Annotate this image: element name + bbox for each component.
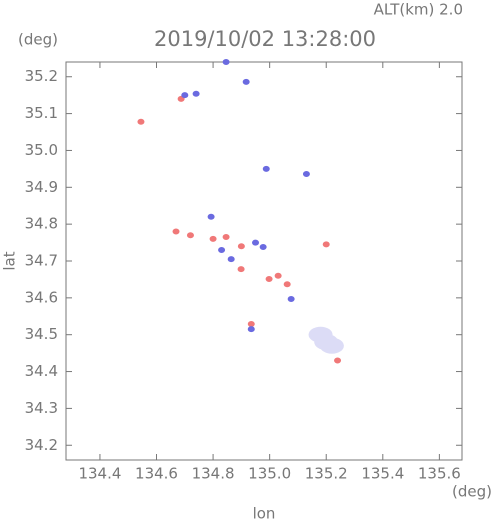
echo-point xyxy=(137,118,145,125)
echo-point xyxy=(242,78,250,85)
echo-point xyxy=(287,295,295,302)
echo-point xyxy=(237,266,245,273)
y-tick-label: 35.1 xyxy=(25,104,58,122)
x-tick-label: 135.2 xyxy=(305,465,348,483)
y-tick-label: 34.9 xyxy=(25,178,58,196)
echo-point xyxy=(252,239,260,246)
y-tick-label: 34.3 xyxy=(25,399,58,417)
echo-point xyxy=(262,165,270,172)
y-tick-label: 34.7 xyxy=(25,252,58,270)
x-axis-label: lon xyxy=(253,505,276,521)
echo-point xyxy=(319,337,344,354)
x-tick-label: 135.4 xyxy=(361,465,404,483)
x-tick-label: 134.6 xyxy=(135,465,178,483)
echo-point xyxy=(227,256,235,263)
echo-point xyxy=(247,326,255,333)
echo-point xyxy=(222,234,230,241)
y-tick-label: 34.8 xyxy=(25,215,58,233)
echo-point xyxy=(172,228,180,235)
echo-point xyxy=(283,281,291,288)
echo-point xyxy=(302,171,310,178)
y-tick-label: 35.2 xyxy=(25,67,58,85)
y-tick-label: 34.4 xyxy=(25,362,58,380)
echo-point xyxy=(207,213,215,220)
echo-point xyxy=(218,246,226,253)
y-tick-label: 34.5 xyxy=(25,325,58,343)
echo-point xyxy=(209,235,217,242)
echo-point xyxy=(322,241,330,248)
echo-point xyxy=(274,272,282,279)
chart-header: ALT(km) 2.0 xyxy=(374,1,463,19)
echo-point xyxy=(237,243,245,250)
x-tick-label: 135.6 xyxy=(418,465,461,483)
x-tick-label: 134.8 xyxy=(192,465,235,483)
echo-point xyxy=(181,92,189,99)
echo-point xyxy=(222,59,230,65)
echo-point xyxy=(186,232,194,239)
echo-point xyxy=(192,90,200,97)
y-axis-label: lat xyxy=(1,251,19,270)
y-tick-label: 34.2 xyxy=(25,436,58,454)
echo-point xyxy=(247,321,255,328)
x-tick-label: 134.4 xyxy=(78,465,121,483)
y-tick-label: 34.6 xyxy=(25,288,58,306)
echo-point xyxy=(259,243,267,250)
y-tick-label: 35.0 xyxy=(25,141,58,159)
chart-title: 2019/10/02 13:28:00 xyxy=(154,27,376,51)
x-tick-label: 135.0 xyxy=(248,465,291,483)
plot-frame xyxy=(65,61,463,461)
x-unit: (deg) xyxy=(452,483,491,501)
y-unit: (deg) xyxy=(18,31,58,49)
echo-point xyxy=(334,357,342,364)
echo-point xyxy=(265,276,273,283)
